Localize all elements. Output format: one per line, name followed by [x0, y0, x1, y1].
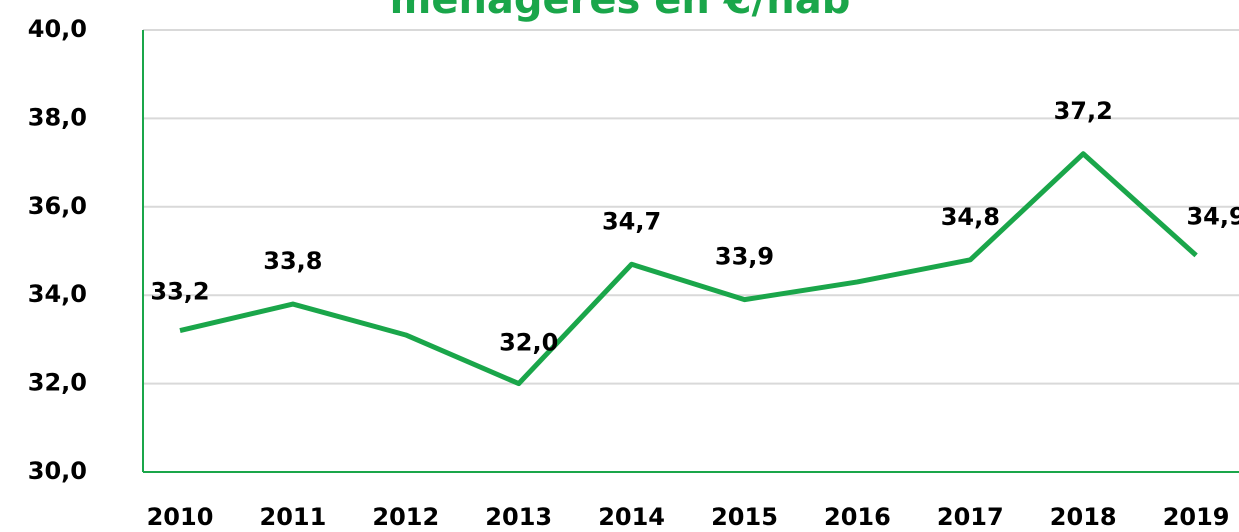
x-tick-label: 2018	[1050, 503, 1117, 531]
data-label: 37,2	[1054, 97, 1113, 125]
y-tick-label: 34,0	[28, 280, 87, 308]
data-label: 34,8	[941, 203, 1000, 231]
data-label: 33,2	[150, 278, 209, 306]
line	[179, 151, 1198, 387]
x-tick-label: 2017	[937, 503, 1004, 531]
x-tick-label: 2013	[485, 503, 552, 531]
data-label: 33,8	[263, 247, 322, 275]
x-tick-label: 2010	[147, 503, 214, 531]
y-tick-label: 36,0	[28, 192, 87, 220]
data-label: 33,9	[715, 243, 774, 271]
x-tick-label: 2014	[598, 503, 665, 531]
x-tick-label: 2015	[711, 503, 778, 531]
y-tick-label: 40,0	[28, 15, 87, 43]
data-label: 34,7	[602, 207, 661, 235]
y-tick-label: 38,0	[28, 103, 87, 131]
y-tick-label: 32,0	[28, 369, 87, 397]
data-label: 34,9	[1186, 202, 1239, 230]
y-tick-label: 30,0	[28, 457, 87, 485]
x-tick-label: 2019	[1163, 503, 1230, 531]
x-tick-label: 2011	[260, 503, 327, 531]
data-label: 32,0	[499, 329, 558, 357]
chart-title: ménagères en €/hab	[390, 0, 851, 23]
x-tick-label: 2016	[824, 503, 891, 531]
x-tick-label: 2012	[372, 503, 439, 531]
